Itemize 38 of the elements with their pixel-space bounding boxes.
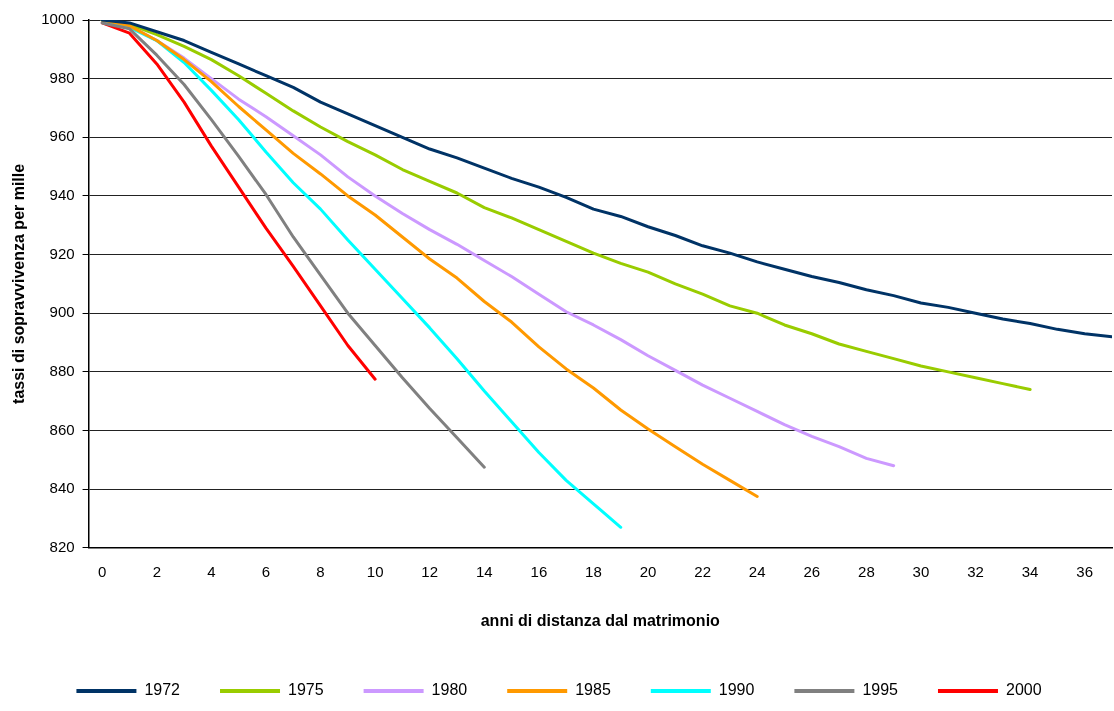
x-tick-label: 4 bbox=[207, 562, 216, 580]
y-tick-label: 820 bbox=[49, 537, 75, 555]
x-tick-label: 8 bbox=[316, 562, 325, 580]
y-tick-label: 1000 bbox=[41, 10, 75, 28]
x-tick-label: 26 bbox=[803, 562, 821, 580]
x-tick-label: 22 bbox=[694, 562, 711, 580]
legend-label: 1975 bbox=[288, 681, 324, 699]
x-tick-label: 14 bbox=[475, 562, 493, 580]
x-tick-label: 34 bbox=[1021, 562, 1039, 580]
y-tick-label: 940 bbox=[49, 186, 75, 204]
y-tick-label: 860 bbox=[49, 420, 75, 438]
x-tick-label: 2 bbox=[152, 562, 161, 580]
x-tick-label: 6 bbox=[261, 562, 271, 580]
y-axis-title: tassi di sopravvivenza per mille bbox=[10, 163, 28, 404]
legend-label: 1990 bbox=[718, 681, 755, 699]
x-tick-label: 10 bbox=[366, 562, 384, 580]
legend-label: 1972 bbox=[144, 681, 181, 699]
y-tick-label: 840 bbox=[49, 479, 75, 497]
x-tick-label: 28 bbox=[858, 562, 875, 580]
y-tick-label: 920 bbox=[49, 244, 75, 262]
x-tick-label: 12 bbox=[421, 562, 439, 580]
legend-label: 1985 bbox=[575, 681, 611, 699]
y-tick-label: 880 bbox=[49, 362, 75, 380]
legend-label: 1980 bbox=[431, 681, 468, 699]
x-tick-label: 32 bbox=[967, 562, 984, 580]
x-tick-label: 0 bbox=[98, 562, 107, 580]
x-axis-title: anni di distanza dal matrimonio bbox=[480, 611, 721, 629]
y-tick-label: 900 bbox=[49, 303, 75, 321]
x-tick-label: 20 bbox=[639, 562, 657, 580]
x-tick-label: 16 bbox=[530, 562, 548, 580]
x-tick-label: 30 bbox=[912, 562, 930, 580]
legend-label: 1995 bbox=[862, 681, 899, 699]
y-tick-label: 980 bbox=[49, 68, 75, 86]
x-tick-label: 24 bbox=[748, 562, 766, 580]
y-tick-label: 960 bbox=[49, 127, 75, 145]
legend-label: 2000 bbox=[1005, 681, 1042, 699]
x-tick-label: 18 bbox=[585, 562, 602, 580]
x-tick-label: 36 bbox=[1076, 562, 1094, 580]
